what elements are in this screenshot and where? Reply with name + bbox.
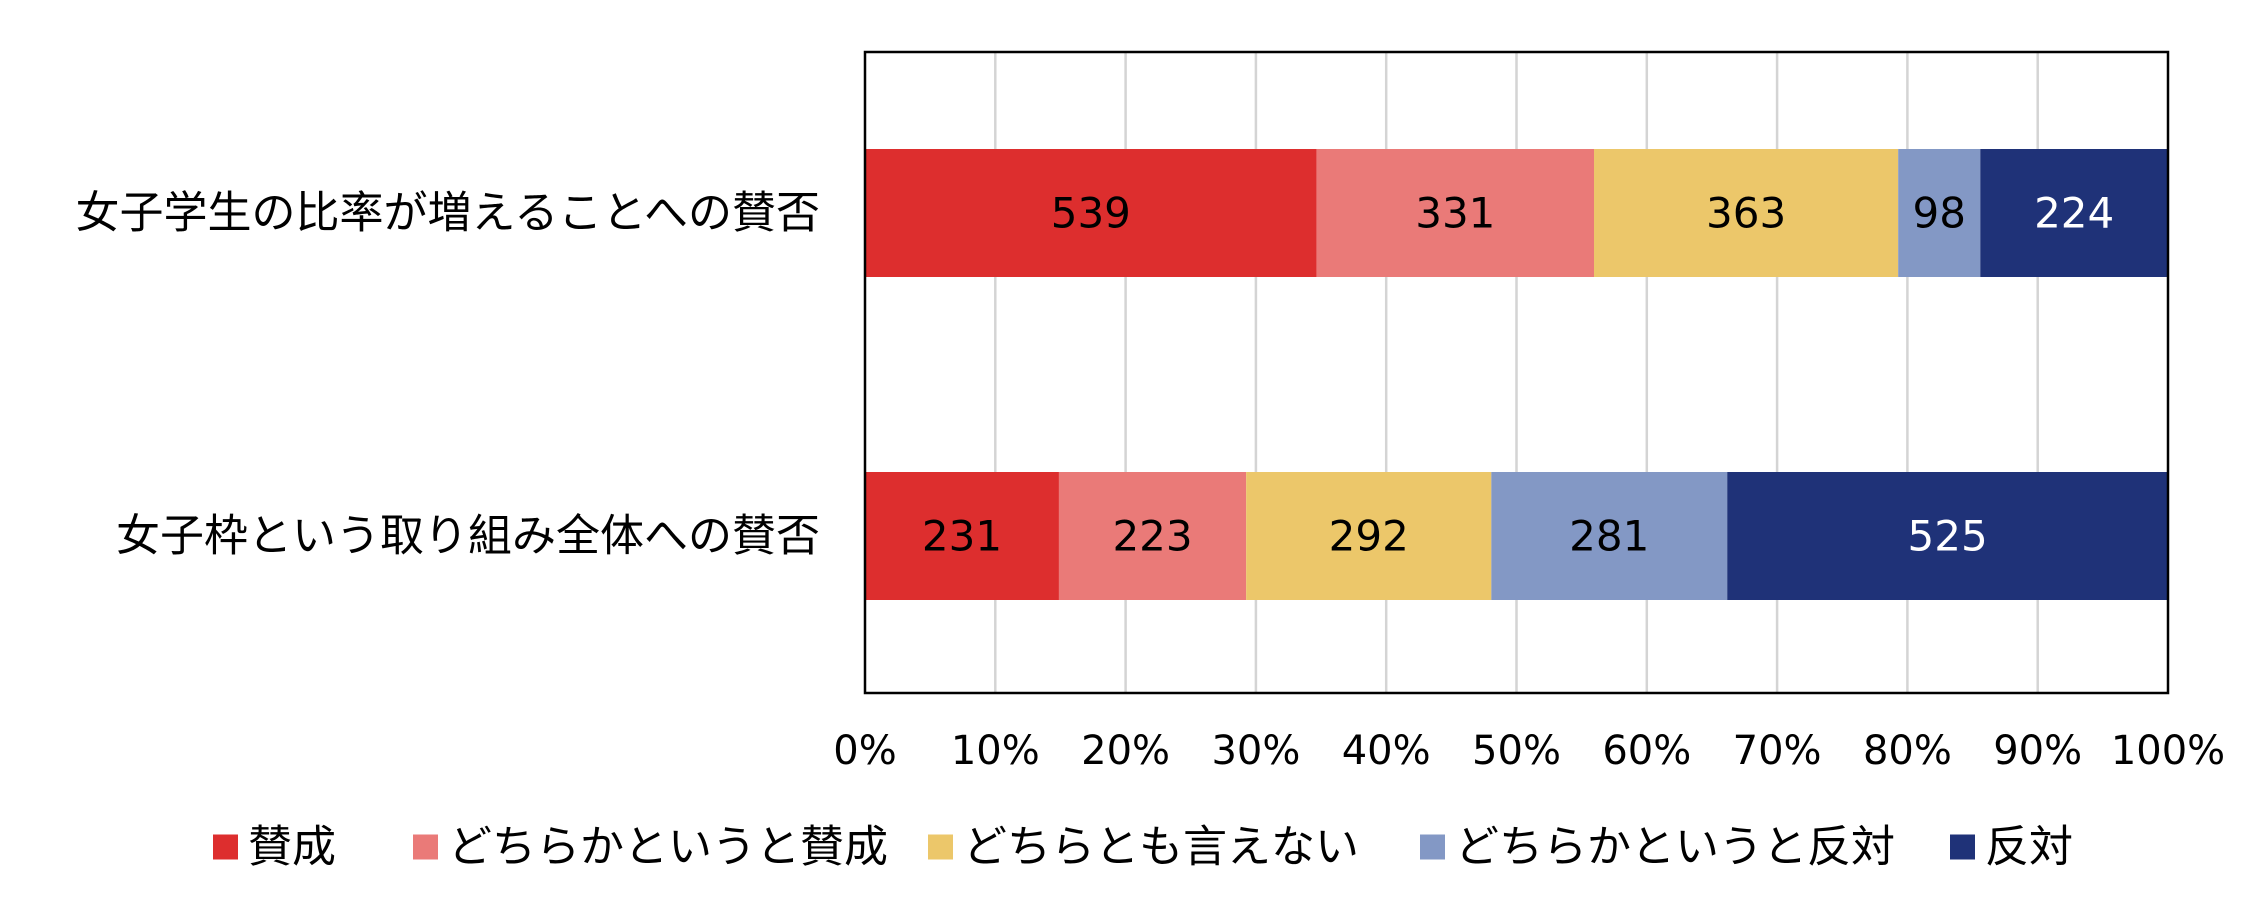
legend-swatch (928, 834, 953, 860)
legend-item: どちらかというと賛成 (413, 822, 888, 873)
bar-segment (1594, 149, 1899, 277)
legend-item: どちらかというと反対 (1420, 822, 1895, 873)
x-tick-label: 20% (1081, 728, 1170, 774)
x-tick-label: 90% (1993, 728, 2082, 774)
legend-label: どちらかというと反対 (1455, 822, 1895, 873)
legend-label: 反対 (1985, 822, 2073, 873)
bar-segment (1491, 472, 1728, 600)
data-label: 539 (1051, 189, 1131, 238)
data-label: 223 (1112, 512, 1192, 561)
bar-segment (1246, 472, 1492, 600)
legend-label: どちらかというと賛成 (448, 822, 888, 873)
x-tick-label: 10% (951, 728, 1040, 774)
data-label: 231 (922, 512, 1002, 561)
bar-segment (1316, 149, 1595, 277)
x-tick-label: 30% (1211, 728, 1300, 774)
category-label: 女子枠という取り組み全体への賛否 (116, 511, 820, 562)
data-label: 525 (1908, 512, 1988, 561)
x-tick-label: 80% (1863, 728, 1952, 774)
data-label: 331 (1415, 189, 1495, 238)
legend-label: どちらとも言えない (963, 822, 1359, 873)
legend-swatch (1420, 834, 1445, 860)
legend: 賛成 どちらかというと賛成 どちらとも言えない どちらかというと反対 反対 (213, 822, 2073, 873)
legend-item: どちらとも言えない (928, 822, 1359, 873)
legend-item: 反対 (1950, 822, 2073, 873)
data-label: 224 (2034, 189, 2114, 238)
bars: 539 331 363 98 224 231 223 292 281 525 (865, 149, 2168, 600)
data-label: 98 (1913, 189, 1966, 238)
x-tick-label: 50% (1472, 728, 1561, 774)
legend-swatch (213, 834, 238, 860)
x-tick-label: 70% (1733, 728, 1822, 774)
plot-frame (863, 50, 2170, 695)
bar-segment (1898, 149, 1981, 277)
x-tick-label: 40% (1342, 728, 1431, 774)
data-label: 281 (1569, 512, 1649, 561)
category-label: 女子学生の比率が増えることへの賛否 (76, 188, 820, 239)
bar-segment (865, 472, 1059, 600)
x-tick-label: 60% (1602, 728, 1691, 774)
bar-segment (1980, 149, 2168, 277)
data-label: 292 (1329, 512, 1409, 561)
bar-segment (1058, 472, 1247, 600)
legend-item: 賛成 (213, 822, 336, 873)
bar-segment (865, 149, 1317, 277)
x-tick-label: 0% (833, 728, 896, 774)
legend-swatch (413, 834, 438, 860)
legend-swatch (1950, 834, 1975, 860)
legend-label: 賛成 (248, 822, 336, 873)
data-label: 363 (1706, 189, 1786, 238)
x-tick-label: 100% (2111, 728, 2225, 774)
x-tick-labels: 0% 10% 20% 30% 40% 50% 60% 70% 80% 90% 100% (833, 728, 2225, 774)
bar-segment (1727, 472, 2168, 600)
